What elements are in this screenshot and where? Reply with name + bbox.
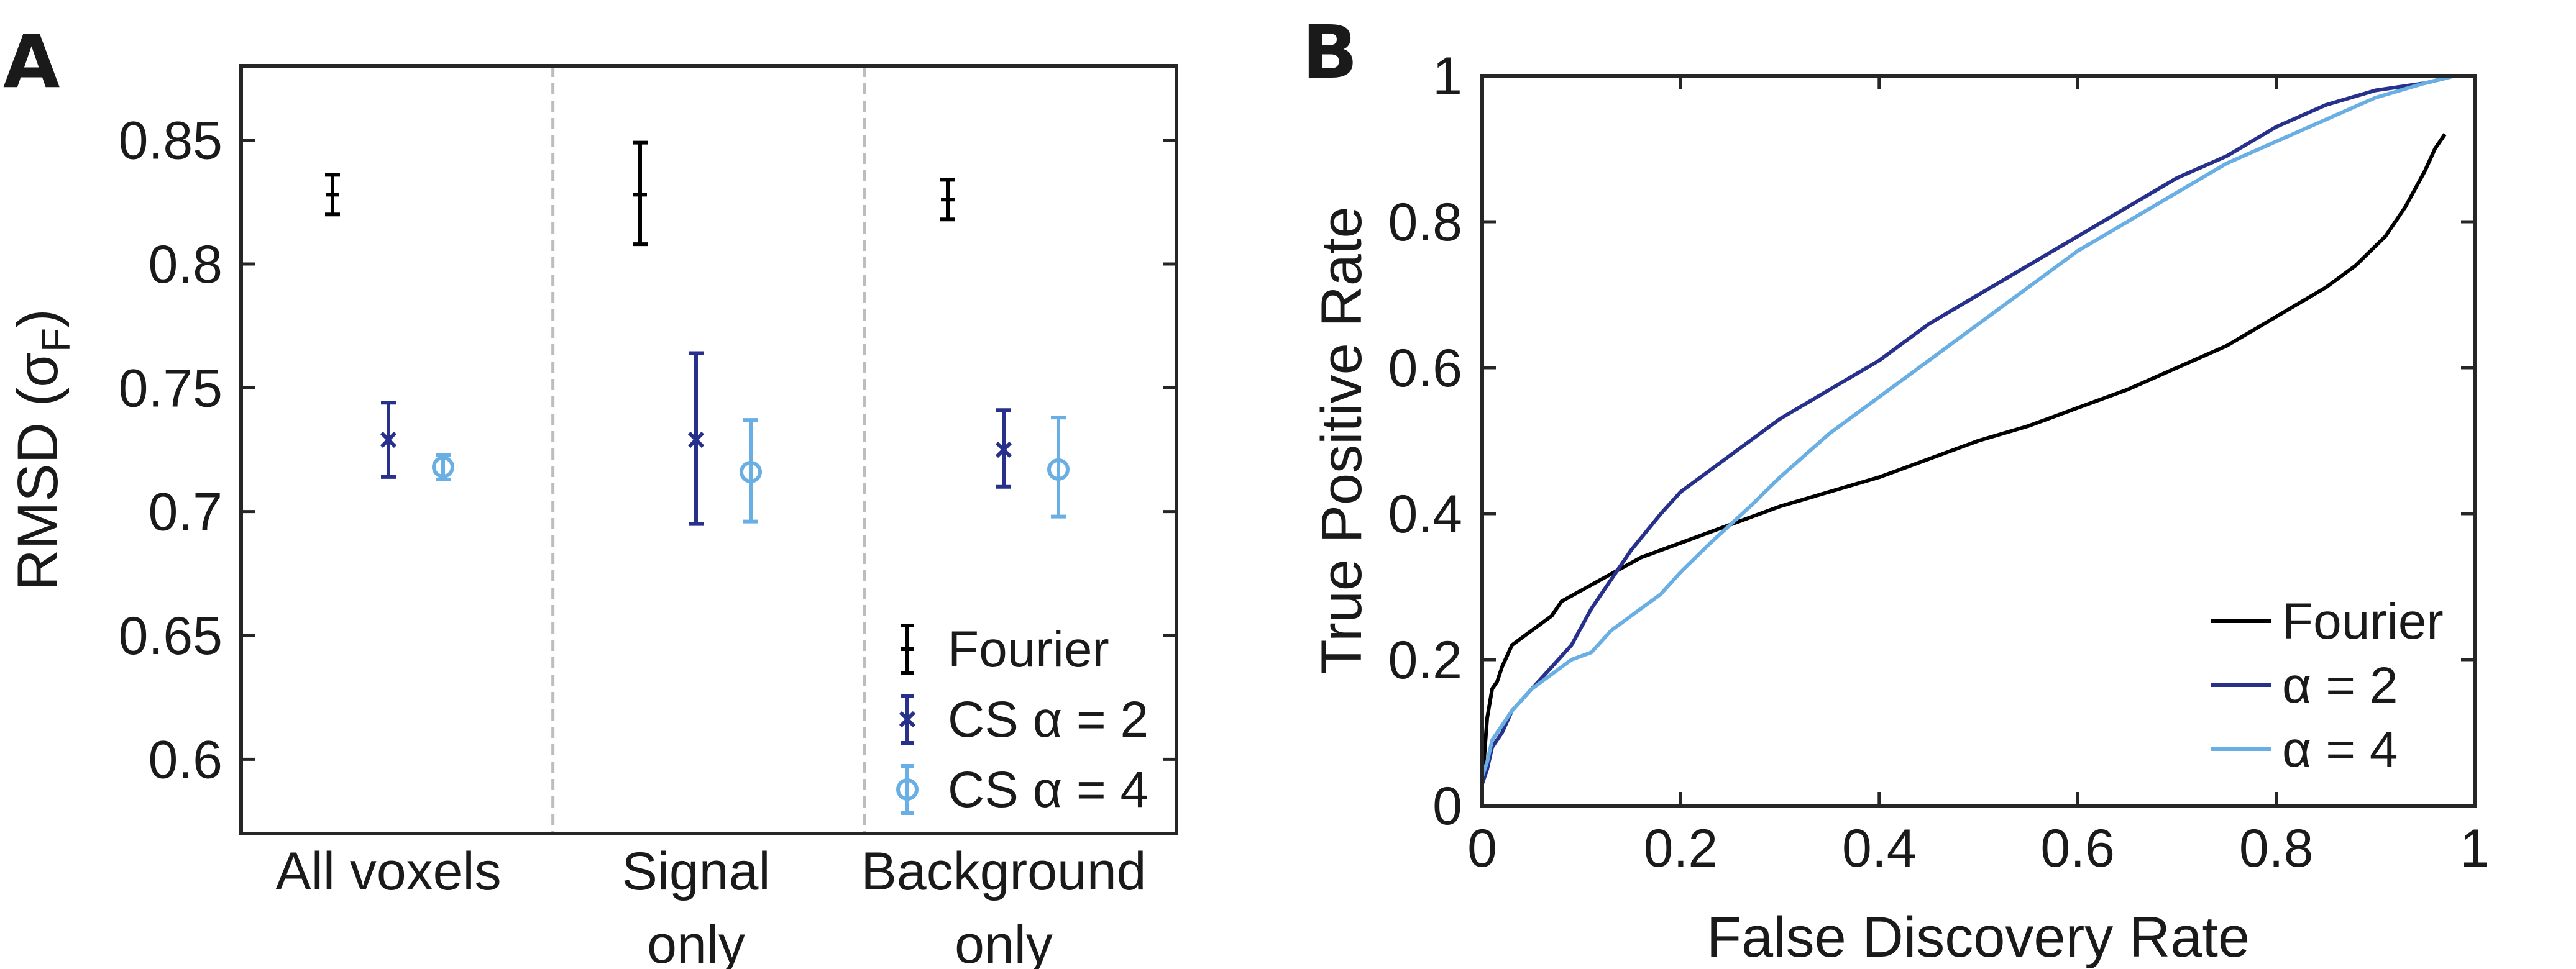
errorbar-point <box>740 418 762 524</box>
group-dividers <box>551 66 866 834</box>
legend-label: CS α = 4 <box>948 762 1148 818</box>
y-tick-label: 0.8 <box>148 235 222 294</box>
legend-entry: α = 2 <box>2211 657 2398 714</box>
data-marker <box>740 460 762 483</box>
y-label-subscript: F <box>34 328 78 352</box>
legend-entry: CS α = 2 <box>899 691 1148 748</box>
panel-a-letter: A <box>3 19 60 104</box>
legend-label: Fourier <box>948 621 1109 678</box>
y-tick-label: 0.6 <box>148 730 222 789</box>
errorbar-point <box>432 452 454 481</box>
legend-entry: α = 4 <box>2211 721 2398 778</box>
x-group-label: Signal <box>621 842 770 901</box>
panel-b-x-axis-label: False Discovery Rate <box>1707 906 2250 969</box>
panel-b: B 0 0.2 0.4 0.6 0.8 1 0 0.2 0.4 0.6 0.8 1 False Dis… <box>1302 9 2490 969</box>
data-marker <box>432 455 454 478</box>
legend-label: Fourier <box>2282 593 2444 650</box>
errorbar-point <box>325 173 340 217</box>
x-group-label: only <box>647 915 745 969</box>
x-tick-label: 0.8 <box>2239 819 2314 878</box>
y-tick-label: 0.4 <box>1388 484 1462 544</box>
errorbar-point <box>687 351 705 526</box>
y-label-close: ) <box>6 309 70 328</box>
x-tick-label: 0.6 <box>2040 819 2115 878</box>
x-tick-label: 0.2 <box>1644 819 1718 878</box>
legend-entry: CS α = 4 <box>896 762 1148 818</box>
x-tick-label: 0.4 <box>1842 819 1917 878</box>
data-marker <box>995 441 1012 458</box>
panel-b-letter: B <box>1302 9 1358 95</box>
panel-a-group-labels: All voxels Signal only Background only <box>275 842 1146 969</box>
y-tick-label: 0.7 <box>148 483 222 542</box>
y-tick-label: 1 <box>1432 47 1462 106</box>
x-group-label: Background <box>861 842 1147 901</box>
errorbar-point <box>380 401 397 479</box>
panel-a-marks <box>325 140 1070 526</box>
series-line <box>1480 74 2455 777</box>
panel-b-axes-box <box>1480 74 2477 808</box>
legend-marker <box>896 778 919 801</box>
errorbar-point <box>1047 416 1070 519</box>
panel-b-ticks: 0 0.2 0.4 0.6 0.8 1 0 0.2 0.4 0.6 0.8 1 <box>1388 47 2489 878</box>
data-marker <box>687 431 705 448</box>
legend-marker <box>899 711 916 728</box>
data-marker <box>1047 458 1070 481</box>
y-tick-label: 0.85 <box>119 111 222 171</box>
x-tick-label: 1 <box>2460 819 2490 878</box>
panel-a: A 0.6 0.65 0.7 0.75 0.8 0.85 All voxels Signal… <box>3 19 1178 969</box>
data-marker <box>633 188 647 202</box>
panel-a-axes-box <box>239 64 1178 835</box>
y-tick-label: 0.2 <box>1388 630 1462 690</box>
legend-entry: Fourier <box>2211 593 2444 650</box>
x-group-label: All voxels <box>275 842 501 901</box>
y-tick-label: 0.8 <box>1388 193 1462 252</box>
x-tick-label: 0 <box>1467 819 1497 878</box>
y-label-main: RMSD (σ <box>6 352 70 591</box>
legend-marker <box>901 642 914 656</box>
panel-b-legend: Fourier α = 2 α = 4 <box>2211 593 2444 778</box>
legend-entry: Fourier <box>901 621 1109 678</box>
y-tick-label: 0.6 <box>1388 339 1462 398</box>
legend-label: CS α = 2 <box>948 691 1148 748</box>
errorbar-point <box>995 408 1012 489</box>
y-tick-label: 0.65 <box>119 606 222 666</box>
data-marker <box>380 431 397 448</box>
data-marker <box>941 193 955 207</box>
series-line <box>1480 133 2447 785</box>
panel-a-y-axis-label: RMSD (σF) <box>6 309 78 591</box>
data-marker <box>326 188 339 202</box>
panel-b-lines <box>1480 74 2455 785</box>
legend-label: α = 4 <box>2282 721 2398 778</box>
panel-b-y-axis-label: True Positive Rate <box>1310 206 1373 674</box>
errorbar-point <box>940 178 955 222</box>
x-group-label: only <box>955 915 1053 969</box>
panel-a-legend: Fourier CS α = 2 CS α = 4 <box>896 621 1148 818</box>
y-tick-label: 0 <box>1432 776 1462 836</box>
errorbar-point <box>633 140 648 247</box>
y-tick-label: 0.75 <box>119 358 222 418</box>
panel-a-y-ticks: 0.6 0.65 0.7 0.75 0.8 0.85 <box>119 111 1176 789</box>
legend-label: α = 2 <box>2282 657 2398 714</box>
